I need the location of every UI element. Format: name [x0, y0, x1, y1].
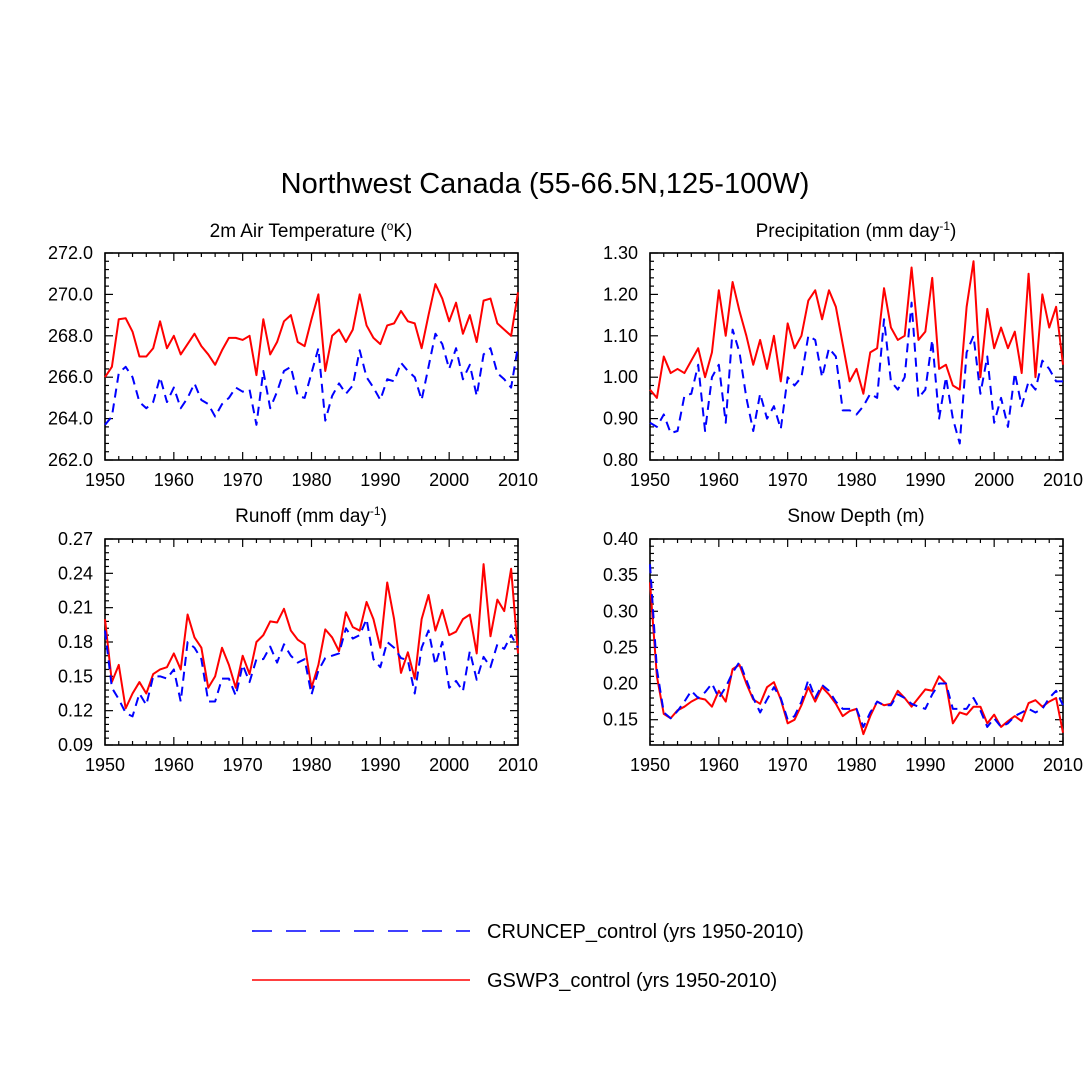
x-tick-label: 2000 [974, 470, 1014, 490]
y-tick-label: 0.24 [58, 563, 93, 583]
panel-snow-depth: Snow Depth (m) 1950 1960 1970 1980 1990 2000 2… [603, 506, 1083, 775]
x-tick-label: 1970 [768, 470, 808, 490]
y-tick-label: 0.35 [603, 565, 638, 585]
x-tick-label: 1970 [223, 470, 263, 490]
x-tick-label: 1990 [905, 755, 945, 775]
x-tick-label: 1980 [291, 470, 331, 490]
panel-title: Runoff (mm day-1) [235, 504, 387, 527]
y-tick-label: 272.0 [48, 243, 93, 263]
y-tick-label: 0.80 [603, 450, 638, 470]
series-line-cruncep [104, 332, 519, 426]
y-tick-label: 0.12 [58, 701, 93, 721]
legend: CRUNCEP_control (yrs 1950-2010) GSWP3_co… [252, 921, 804, 992]
series-line-gswp3 [104, 283, 519, 378]
y-tick-label: 1.00 [603, 367, 638, 387]
x-tick-label: 2010 [1043, 755, 1083, 775]
x-tick-label: 1950 [630, 755, 670, 775]
x-tick-label: 1960 [154, 470, 194, 490]
y-tick-label: 0.27 [58, 529, 93, 549]
x-tick-label: 1990 [905, 470, 945, 490]
y-tick-label: 270.0 [48, 284, 93, 304]
y-tick-label: 1.20 [603, 284, 638, 304]
y-tick-label: 0.20 [603, 674, 638, 694]
panel-title: Precipitation (mm day-1) [756, 219, 957, 242]
x-tick-label: 1960 [699, 470, 739, 490]
panel-runoff: Runoff (mm day-1) 1950 1960 1970 1980 1990 20… [58, 504, 538, 775]
plot-frame [649, 538, 1064, 746]
panel-precipitation: Precipitation (mm day-1) 1950 1960 1970 198… [603, 219, 1083, 490]
x-tick-label: 1950 [85, 755, 125, 775]
y-tick-label: 262.0 [48, 450, 93, 470]
x-tick-label: 1950 [630, 470, 670, 490]
legend-label-gswp3: GSWP3_control (yrs 1950-2010) [487, 970, 777, 992]
y-tick-label: 266.0 [48, 367, 93, 387]
y-tick-label: 268.0 [48, 326, 93, 346]
x-tick-label: 2000 [429, 470, 469, 490]
figure-title: Northwest Canada (55-66.5N,125-100W) [281, 168, 810, 200]
y-tick-label: 0.40 [603, 529, 638, 549]
x-tick-label: 1980 [291, 755, 331, 775]
plot-frame [649, 252, 1064, 461]
panel-title: Snow Depth (m) [787, 506, 924, 527]
y-tick-label: 1.30 [603, 243, 638, 263]
x-tick-label: 1960 [699, 755, 739, 775]
series-line-cruncep [649, 564, 1064, 728]
y-tick-label: 1.10 [603, 326, 638, 346]
series-line-cruncep [649, 301, 1063, 445]
plot-frame [104, 252, 519, 461]
plot-frame [104, 538, 519, 746]
x-tick-label: 1970 [223, 755, 263, 775]
series-line-gswp3 [649, 260, 1064, 399]
x-tick-label: 2000 [974, 755, 1014, 775]
y-tick-label: 0.30 [603, 601, 638, 621]
x-tick-label: 2010 [498, 470, 538, 490]
y-tick-label: 264.0 [48, 409, 93, 429]
panel-title: 2m Air Temperature (oK) [210, 219, 413, 242]
y-tick-label: 0.21 [58, 598, 93, 618]
series-line-cruncep [104, 618, 519, 718]
y-tick-label: 0.15 [58, 666, 93, 686]
series-line-gswp3 [104, 563, 519, 710]
y-tick-label: 0.90 [603, 409, 638, 429]
x-tick-label: 2000 [429, 755, 469, 775]
y-tick-label: 0.15 [603, 710, 638, 730]
y-tick-label: 0.25 [603, 637, 638, 657]
x-tick-label: 1980 [836, 470, 876, 490]
x-tick-label: 2010 [1043, 470, 1083, 490]
legend-label-cruncep: CRUNCEP_control (yrs 1950-2010) [487, 921, 804, 943]
x-tick-label: 1950 [85, 470, 125, 490]
panel-air-temperature: 2m Air Temperature (oK) 1950 1960 1970 1980… [48, 219, 538, 490]
y-tick-label: 0.18 [58, 632, 93, 652]
x-tick-label: 2010 [498, 755, 538, 775]
x-tick-label: 1990 [360, 470, 400, 490]
x-tick-label: 1960 [154, 755, 194, 775]
x-tick-label: 1970 [768, 755, 808, 775]
x-tick-label: 1990 [360, 755, 400, 775]
x-tick-label: 1980 [836, 755, 876, 775]
y-tick-label: 0.09 [58, 735, 93, 755]
